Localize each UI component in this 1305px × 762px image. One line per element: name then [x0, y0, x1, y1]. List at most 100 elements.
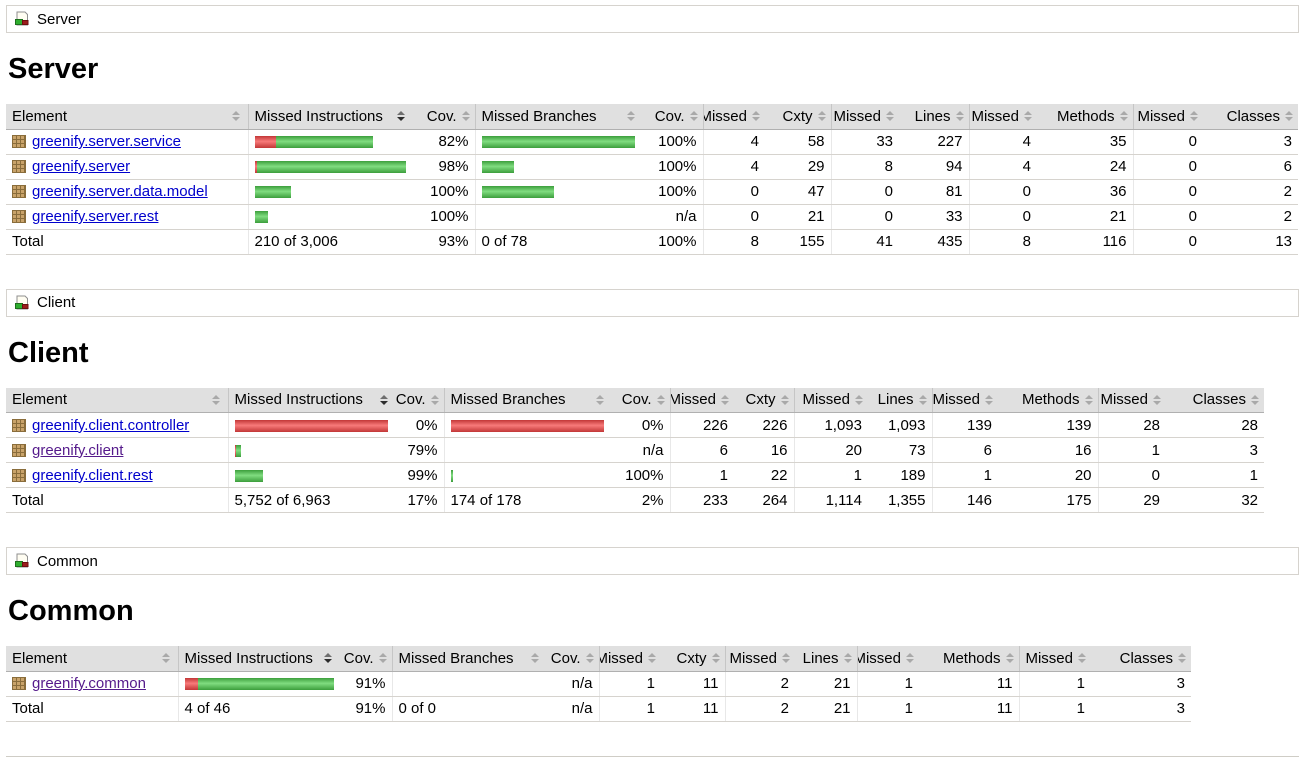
total-branches-cell: 174 of 178: [443, 487, 612, 513]
missed-cxty-cell: 4: [702, 129, 765, 155]
sort-icon: [1190, 111, 1198, 122]
instructions-cov-cell: 98%: [413, 154, 475, 180]
package-link[interactable]: greenify.server.service: [32, 133, 181, 150]
instructions-coverage-bar: [254, 186, 291, 199]
col-header-instructions-cov[interactable]: Cov.: [413, 104, 475, 130]
package-link[interactable]: greenify.client: [32, 441, 124, 459]
total-cxty-cell: 264: [734, 487, 794, 513]
sort-icon: [1285, 111, 1293, 122]
sort-icon: [721, 394, 729, 405]
instructions-cov-cell: 100%: [413, 179, 475, 205]
instructions-bar-cell: [177, 671, 340, 697]
package-link[interactable]: greenify.client.controller: [32, 416, 190, 434]
col-header-missed-lines[interactable]: Missed: [793, 387, 868, 413]
col-header-missed-methods[interactable]: Missed: [968, 104, 1037, 130]
col-header-lines[interactable]: Lines: [795, 646, 857, 672]
package-link[interactable]: greenify.server.rest: [32, 208, 159, 225]
col-header-cxty[interactable]: Cxty: [661, 646, 725, 672]
col-header-methods[interactable]: Methods: [919, 646, 1019, 672]
branches-cov-cell: 100%: [643, 154, 703, 180]
cxty-cell: 47: [765, 179, 831, 205]
methods-cell: 35: [1037, 129, 1133, 155]
col-header-element[interactable]: Element: [6, 104, 248, 130]
sort-icon: [955, 111, 964, 122]
col-header-missed-classes[interactable]: Missed: [1132, 104, 1203, 130]
col-header-instructions-cov[interactable]: Cov.: [396, 387, 444, 413]
lines-cell: 73: [868, 437, 932, 463]
col-header-label: Element: [12, 107, 68, 125]
col-header-missed-classes[interactable]: Missed: [1018, 646, 1091, 672]
instructions-bar-cell: [227, 462, 396, 488]
instructions-cov-cell: 82%: [413, 129, 475, 155]
col-header-classes[interactable]: Classes: [1091, 646, 1191, 672]
col-header-element[interactable]: Element: [6, 387, 228, 413]
col-header-methods[interactable]: Methods: [1037, 104, 1133, 130]
col-header-branches-cov[interactable]: Cov.: [612, 387, 670, 413]
col-header-label: Cxty: [745, 391, 776, 409]
col-header-branches-cov[interactable]: Cov.: [643, 104, 703, 130]
lines-cell: 227: [899, 129, 969, 155]
total-missed-methods-cell: 8: [968, 229, 1037, 255]
covered-bar-segment: [481, 186, 554, 199]
col-header-instructions-cov[interactable]: Cov.: [340, 646, 392, 672]
col-header-missed-branches[interactable]: Missed Branches: [474, 104, 643, 130]
col-header-lines[interactable]: Lines: [899, 104, 969, 130]
col-header-label: Classes: [1226, 107, 1280, 125]
package-icon: [12, 443, 26, 457]
cxty-cell: 58: [765, 129, 831, 155]
branches-bar-cell: [391, 671, 547, 697]
instructions-cov-cell: 79%: [396, 437, 444, 463]
sort-icon: [689, 111, 698, 122]
breadcrumb-label: Client: [37, 294, 76, 311]
col-header-missed-lines[interactable]: Missed: [724, 646, 795, 672]
col-header-classes[interactable]: Classes: [1166, 387, 1264, 413]
package-icon: [12, 418, 26, 432]
package-link[interactable]: greenify.client.rest: [32, 466, 153, 484]
total-cxty-cell: 11: [661, 696, 725, 722]
col-header-missed-classes[interactable]: Missed: [1097, 387, 1166, 413]
missed-classes-cell: 1: [1097, 437, 1166, 463]
covered-bar-segment: [235, 444, 241, 457]
col-header-missed-instructions[interactable]: Missed Instructions: [227, 387, 396, 413]
missed-lines-cell: 1: [793, 462, 868, 488]
covered-bar-segment: [481, 161, 514, 174]
cxty-cell: 11: [661, 671, 725, 697]
col-header-lines[interactable]: Lines: [868, 387, 932, 413]
sort-icon: [1024, 111, 1032, 122]
missed-bar-segment: [234, 444, 236, 457]
table-row: greenify.client.rest 99% 100% 1 22 1 189…: [6, 462, 1264, 488]
col-header-missed-cxty[interactable]: Missed: [702, 104, 765, 130]
col-header-missed-instructions[interactable]: Missed Instructions: [247, 104, 413, 130]
col-header-element[interactable]: Element: [6, 646, 178, 672]
cxty-cell: 16: [734, 437, 794, 463]
page-title: Client: [8, 336, 89, 369]
element-cell: greenify.client: [6, 437, 228, 463]
col-header-classes[interactable]: Classes: [1203, 104, 1298, 130]
col-header-missed-lines[interactable]: Missed: [830, 104, 899, 130]
missed-classes-cell: 0: [1132, 179, 1203, 205]
lines-cell: 33: [899, 204, 969, 230]
col-header-missed-branches[interactable]: Missed Branches: [391, 646, 547, 672]
instructions-coverage-bar: [234, 419, 388, 432]
col-header-label: Element: [12, 649, 68, 667]
col-header-branches-cov[interactable]: Cov.: [547, 646, 599, 672]
col-header-label: Cxty: [782, 107, 813, 125]
col-header-missed-methods[interactable]: Missed: [931, 387, 998, 413]
lines-cell: 1,093: [868, 412, 932, 438]
col-header-label: Missed Instructions: [254, 107, 383, 125]
sort-icon: [531, 653, 539, 664]
sort-icon: [1084, 394, 1093, 405]
col-header-cxty[interactable]: Cxty: [734, 387, 794, 413]
cxty-cell: 29: [765, 154, 831, 180]
col-header-methods[interactable]: Methods: [998, 387, 1098, 413]
col-header-missed-cxty[interactable]: Missed: [669, 387, 734, 413]
col-header-missed-methods[interactable]: Missed: [856, 646, 919, 672]
package-link[interactable]: greenify.common: [32, 675, 146, 692]
col-header-missed-instructions[interactable]: Missed Instructions: [177, 646, 340, 672]
package-link[interactable]: greenify.server: [32, 158, 131, 175]
package-link[interactable]: greenify.server.data.model: [32, 183, 208, 200]
col-header-missed-branches[interactable]: Missed Branches: [443, 387, 612, 413]
col-header-cxty[interactable]: Cxty: [765, 104, 831, 130]
methods-cell: 36: [1037, 179, 1133, 205]
col-header-missed-cxty[interactable]: Missed: [598, 646, 661, 672]
